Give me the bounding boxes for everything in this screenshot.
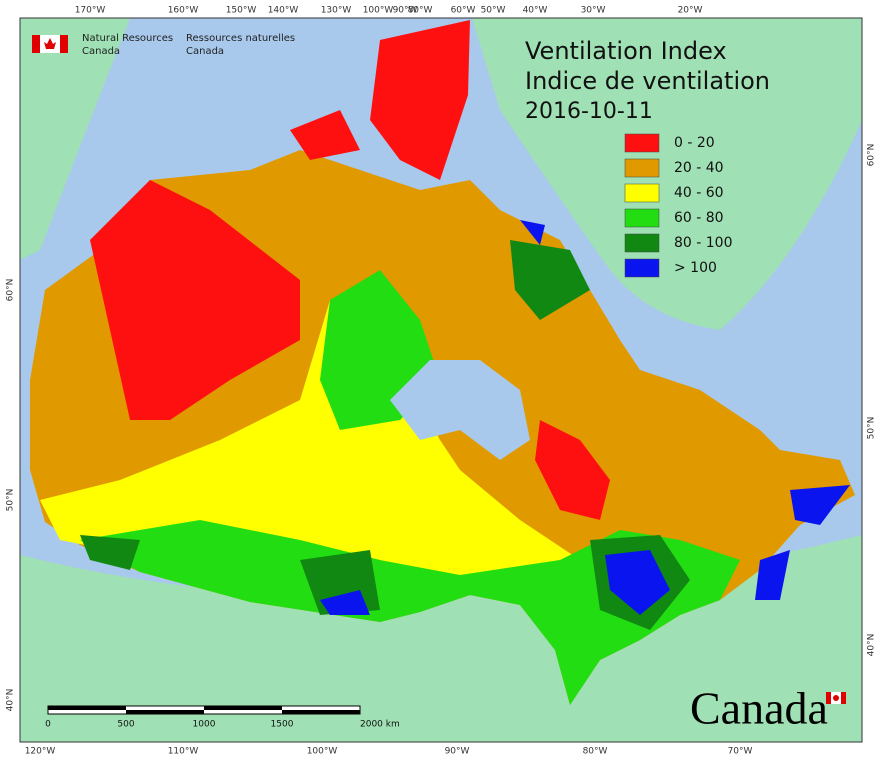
- agency-en: Natural Resources: [82, 33, 173, 44]
- region-red-west: [90, 180, 300, 420]
- longitude-label: 170°W: [75, 6, 106, 16]
- flag-bar: [826, 692, 831, 704]
- scale-label: 1000: [193, 720, 216, 730]
- title-line: Indice de ventilation: [525, 67, 770, 95]
- title-line: 2016-10-11: [525, 99, 653, 124]
- latitude-label: 60°N: [6, 279, 16, 302]
- agency-fr: Canada: [186, 46, 224, 57]
- map-frame: [19, 17, 863, 743]
- header-logo: Natural Resources Canada Ressources natu…: [32, 33, 295, 57]
- maple-leaf: [44, 38, 56, 49]
- region-green-south: [80, 520, 740, 705]
- longitude-label: 110°W: [168, 747, 199, 757]
- latitude-label: 50°N: [867, 417, 877, 440]
- title-line: Ventilation Index: [525, 37, 727, 65]
- longitude-label: 60°W: [451, 6, 476, 16]
- legend-swatch: [624, 208, 660, 228]
- legend-swatch: [624, 183, 660, 203]
- legend-swatch: [624, 158, 660, 178]
- latitude-label: 40°N: [867, 634, 877, 657]
- legend-swatch: [624, 258, 660, 278]
- scale-bar-segment: [204, 706, 282, 710]
- scale-bar-segment: [48, 706, 126, 710]
- latitude-label: 50°N: [6, 489, 16, 512]
- greenland: [472, 18, 862, 330]
- legend-label: 80 - 100: [674, 235, 733, 251]
- agency-fr: Ressources naturelles: [186, 33, 295, 44]
- flag-bar: [841, 692, 846, 704]
- longitude-label: 80°W: [583, 747, 608, 757]
- flag-bar: [60, 35, 68, 53]
- longitude-label: 130°W: [321, 6, 352, 16]
- wordmark: Canada: [690, 683, 846, 734]
- longitude-label: 80°W: [408, 6, 433, 16]
- longitude-label: 50°W: [481, 6, 506, 16]
- longitude-label: 100°W: [363, 6, 394, 16]
- longitude-label: 100°W: [307, 747, 338, 757]
- longitude-label: 40°W: [523, 6, 548, 16]
- legend-swatch: [624, 233, 660, 253]
- scale-bar-segment: [282, 710, 360, 714]
- longitude-label: 90°W: [393, 6, 418, 16]
- legend-label: 40 - 60: [674, 185, 724, 201]
- maple-leaf: [833, 695, 839, 701]
- alaska: [20, 18, 130, 260]
- longitude-label: 140°W: [268, 6, 299, 16]
- legend-label: 60 - 80: [674, 210, 724, 226]
- longitude-label: 70°W: [728, 747, 753, 757]
- scale-label: 1500: [271, 720, 294, 730]
- region-yellow: [40, 290, 580, 590]
- arctic-islands: [290, 20, 470, 180]
- legend-label: 0 - 20: [674, 135, 715, 151]
- scale-label: 0: [45, 720, 51, 730]
- map-title: Ventilation Index Indice de ventilation …: [525, 37, 770, 124]
- longitude-label: 120°W: [25, 747, 56, 757]
- frame-border: [19, 17, 863, 743]
- longitude-label: 150°W: [226, 6, 257, 16]
- latitude-label: 60°N: [867, 144, 877, 167]
- flag-bar: [32, 35, 40, 53]
- longitude-label: 160°W: [168, 6, 199, 16]
- canada-wordmark: Canada: [690, 683, 828, 734]
- scale-bar-segment: [126, 710, 204, 714]
- longitude-label: 20°W: [678, 6, 703, 16]
- longitude-label: 30°W: [581, 6, 606, 16]
- legend-label: 20 - 40: [674, 160, 724, 176]
- scale-label: 500: [117, 720, 134, 730]
- scale-bar: 0 500 1000 1500 2000 km: [45, 705, 400, 730]
- legend-swatch: [624, 133, 660, 153]
- longitude-label: 90°W: [445, 747, 470, 757]
- graticule-labels: 170°W 160°W 150°W 140°W 130°W 100°W 90°W80°W 60…: [6, 6, 877, 757]
- hudson-bay: [390, 360, 530, 460]
- scale-label: 2000 km: [360, 720, 400, 730]
- latitude-label: 40°N: [6, 689, 16, 712]
- legend: 0 - 20 20 - 40 40 - 60 60 - 80 80 - 100 > 100: [624, 133, 733, 278]
- agency-en: Canada: [82, 46, 120, 57]
- legend-label: > 100: [674, 260, 717, 276]
